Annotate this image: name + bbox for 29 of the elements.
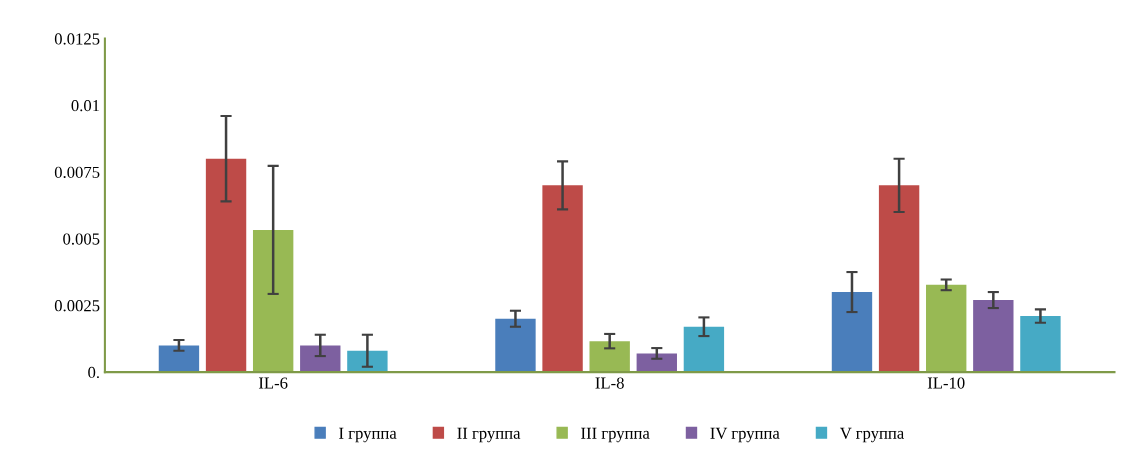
legend-label: IV группа	[710, 427, 780, 443]
bar	[252, 229, 294, 373]
bar	[926, 284, 967, 373]
bar	[300, 345, 341, 373]
bar	[683, 326, 725, 373]
y-tick-label: 0.005	[63, 233, 100, 245]
bar	[589, 341, 630, 373]
y-tick-label: 0.0025	[54, 300, 100, 312]
x-tick-label: IL-6	[258, 377, 288, 389]
bar	[158, 345, 200, 373]
bar	[1020, 316, 1061, 373]
legend-label: III группа	[581, 427, 650, 443]
y-tick-label: 0.	[88, 366, 99, 379]
y-tick-label: 0.0075	[54, 166, 100, 179]
bar	[973, 300, 1014, 373]
bar	[205, 158, 247, 373]
bar	[542, 185, 583, 373]
x-tick-label: IL-10	[927, 377, 965, 389]
legend-label: II группа	[457, 427, 521, 443]
bar	[878, 185, 920, 373]
legend-label: V группа	[839, 427, 904, 443]
legend-label: I группа	[339, 427, 397, 443]
y-tick-label: 0.0125	[54, 33, 100, 45]
y-tick-label: 0.01	[71, 100, 100, 112]
bar	[636, 353, 677, 373]
bar	[495, 318, 536, 373]
x-tick-label: IL-8	[595, 377, 624, 389]
bar	[347, 350, 388, 373]
bar	[831, 292, 873, 373]
